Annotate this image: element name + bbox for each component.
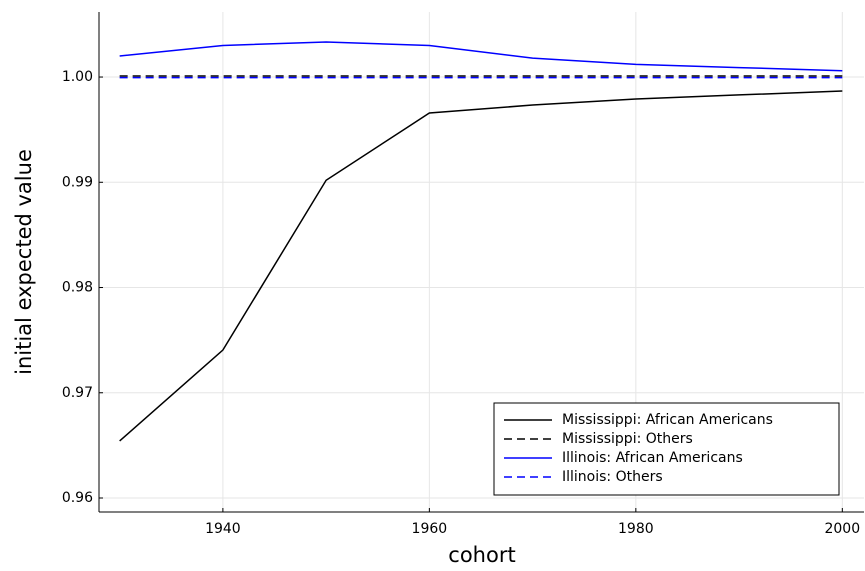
legend-label: Mississippi: African Americans [562,412,773,428]
x-tick-label: 1940 [205,521,241,537]
x-axis-label: cohort [448,543,515,567]
y-tick-label: 0.96 [62,490,93,506]
y-tick-label: 0.98 [62,280,93,296]
series-line [119,90,843,442]
legend-label: Mississippi: Others [562,431,693,447]
series-line [119,41,843,72]
legend-label: Illinois: African Americans [562,450,743,466]
y-tick-label: 0.99 [62,174,93,190]
y-axis-label: initial expected value [12,149,36,375]
legend-label: Illinois: Others [562,469,663,485]
x-tick-label: 2000 [824,521,860,537]
y-tick-label: 0.97 [62,385,93,401]
x-tick-label: 1960 [412,521,448,537]
x-tick-label: 1980 [618,521,654,537]
y-tick-label: 1.00 [62,69,93,85]
legend-box [493,402,840,496]
